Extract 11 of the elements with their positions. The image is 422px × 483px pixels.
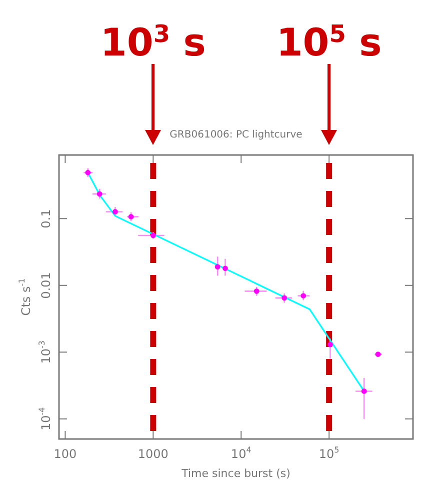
y-tick-label: 10-3 xyxy=(37,340,54,364)
ref-line-label: 10$^{5}$ s xyxy=(276,20,382,65)
y-tick-label: 0.1 xyxy=(39,209,54,228)
y-tick-label: 10-4 xyxy=(37,407,54,431)
x-axis-title: Time since burst (s) xyxy=(180,466,290,480)
y-tick-label: 0.01 xyxy=(39,272,54,299)
x-tick-label: 100 xyxy=(54,447,77,462)
x-tick-label: 1000 xyxy=(138,447,168,462)
chart-title: GRB061006: PC lightcurve xyxy=(170,130,302,141)
ref-line-label: 10$^{3}$ s xyxy=(100,20,206,65)
y-axis-title: Cts s-1 xyxy=(17,278,34,316)
